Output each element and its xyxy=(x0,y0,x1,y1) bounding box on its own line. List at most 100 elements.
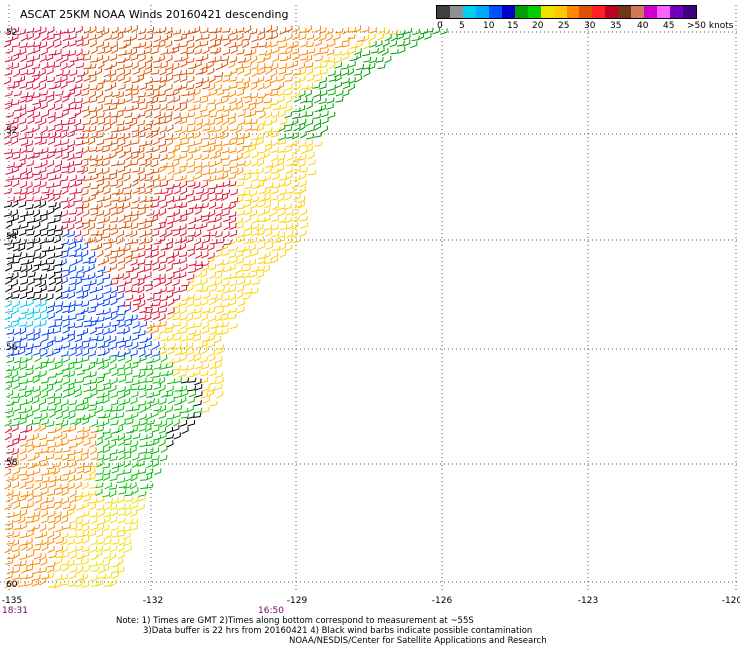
wind-barb xyxy=(124,384,132,393)
wind-barb xyxy=(47,95,55,103)
wind-barb xyxy=(12,41,21,48)
wind-barb xyxy=(109,363,117,371)
wind-barb xyxy=(89,327,97,335)
wind-barb xyxy=(111,273,120,280)
wind-barb xyxy=(104,242,112,251)
wind-barb xyxy=(348,61,356,68)
wind-barb xyxy=(130,203,140,209)
wind-barb xyxy=(11,474,19,482)
wind-barb xyxy=(27,271,36,278)
wind-barb xyxy=(11,258,21,264)
wind-barb xyxy=(209,183,218,190)
wind-barb xyxy=(185,48,195,55)
wind-barb xyxy=(236,145,244,153)
wind-barb xyxy=(158,218,167,224)
wind-barb xyxy=(165,426,173,434)
wind-barb xyxy=(222,231,230,239)
wind-barb xyxy=(194,153,202,161)
wind-barb xyxy=(195,251,203,259)
wind-barb xyxy=(81,230,90,237)
wind-barb xyxy=(201,251,209,259)
wind-barb xyxy=(53,34,61,42)
wind-barb xyxy=(4,55,13,63)
wind-barb xyxy=(130,509,138,517)
wind-barb xyxy=(186,236,194,243)
wind-barb xyxy=(97,265,106,273)
wind-barb xyxy=(102,167,110,175)
wind-barb xyxy=(144,403,152,411)
lat-label: 56 xyxy=(6,343,18,353)
colorbar-segment xyxy=(618,6,632,18)
wind-barb xyxy=(95,545,103,553)
wind-barb xyxy=(186,35,195,43)
wind-barb xyxy=(208,349,216,357)
wind-barb xyxy=(109,406,118,413)
wind-barb xyxy=(39,361,48,370)
lat-label: 58 xyxy=(6,458,18,468)
wind-barb xyxy=(67,474,76,483)
wind-barb xyxy=(139,405,147,414)
wind-barb xyxy=(132,371,141,378)
wind-barb xyxy=(90,117,98,126)
wind-barb xyxy=(81,166,89,175)
wind-barb xyxy=(62,364,70,372)
wind-barb xyxy=(41,62,49,70)
wind-barb xyxy=(124,414,133,421)
wind-barb xyxy=(354,53,362,61)
wind-barb xyxy=(55,545,64,553)
wind-barb xyxy=(69,174,77,182)
wind-barb xyxy=(67,88,75,96)
wind-barb xyxy=(173,75,181,84)
wind-barb xyxy=(34,162,43,169)
wind-barb xyxy=(286,230,294,239)
wind-barb xyxy=(221,117,230,126)
wind-barb xyxy=(229,245,239,252)
wind-barb xyxy=(88,106,97,113)
wind-barb xyxy=(286,62,294,69)
wind-barb xyxy=(193,335,202,342)
wind-barb xyxy=(214,329,223,336)
wind-barb xyxy=(160,335,169,342)
wind-barb xyxy=(110,75,118,83)
wind-barb xyxy=(264,201,272,209)
colorbar-segment xyxy=(527,6,541,18)
wind-barb xyxy=(347,33,356,40)
wind-barb xyxy=(159,295,169,302)
wind-barb xyxy=(34,503,42,511)
wind-barb xyxy=(251,35,259,43)
wind-barb xyxy=(4,545,12,554)
wind-barb xyxy=(110,208,118,216)
wind-barb xyxy=(40,504,49,511)
wind-barb xyxy=(250,82,258,91)
wind-barb xyxy=(131,138,140,145)
wind-barb xyxy=(124,508,132,517)
wind-barb xyxy=(109,455,118,461)
wind-barb xyxy=(97,26,105,34)
wind-barb xyxy=(137,250,146,258)
wind-barb xyxy=(96,538,106,545)
wind-barb xyxy=(40,48,48,56)
wind-barb xyxy=(193,354,201,362)
wind-barb xyxy=(166,175,174,182)
wind-barb xyxy=(90,160,98,167)
wind-barb xyxy=(18,516,26,524)
wind-barb xyxy=(48,50,57,56)
wind-barb xyxy=(291,222,299,230)
wind-barb xyxy=(179,162,188,168)
wind-barb xyxy=(152,390,161,397)
wind-barb xyxy=(103,209,111,217)
wind-barb xyxy=(125,314,134,322)
wind-barb xyxy=(104,123,112,132)
wind-barb xyxy=(369,27,377,34)
wind-barb xyxy=(34,552,42,560)
wind-barb xyxy=(173,95,181,103)
wind-barb xyxy=(186,348,194,356)
wind-barb xyxy=(82,110,91,118)
wind-barb xyxy=(167,47,175,55)
wind-barb xyxy=(194,391,203,398)
wind-barb xyxy=(33,180,42,188)
wind-barb xyxy=(12,551,20,559)
wind-barb xyxy=(20,566,28,574)
wind-barb xyxy=(52,461,61,468)
wind-barb xyxy=(207,341,216,348)
